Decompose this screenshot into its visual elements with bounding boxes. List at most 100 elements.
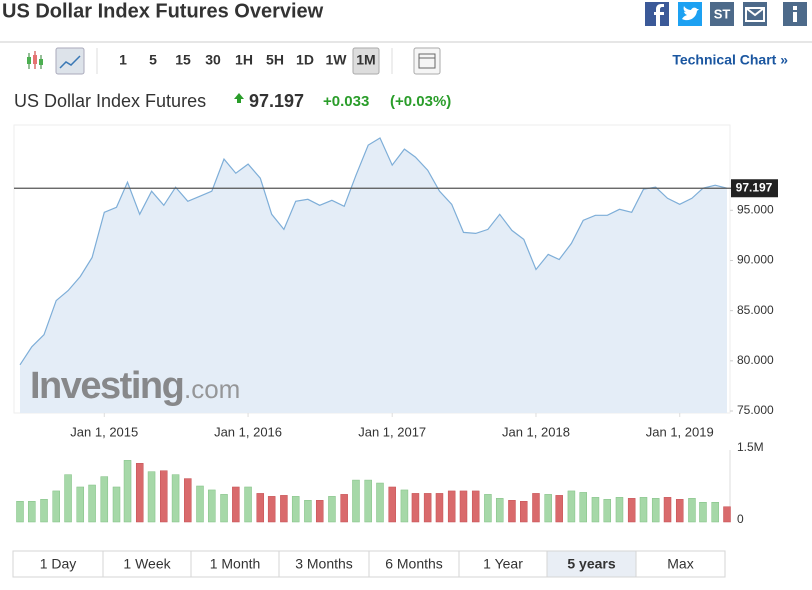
range-tab-label[interactable]: Max [667,556,693,572]
range-tab-label[interactable]: 1 Day [40,556,77,572]
volume-bar [64,474,72,523]
volume-bar [184,478,192,523]
range-tab[interactable] [546,550,637,578]
volume-bar [160,470,168,523]
volume-bar [688,498,696,523]
watermark: .com [184,374,240,404]
volume-bar [52,490,60,523]
watermark: Investing [30,365,183,407]
volume-bar [112,486,121,523]
volume-bar [196,485,204,523]
volume-bar [663,497,672,523]
volume-bar [280,495,288,523]
volume-bar [352,479,360,523]
share-icons: ST [645,2,807,26]
range-tab-label[interactable]: 6 Months [385,556,443,572]
volume-bar [555,495,563,523]
range-tab-label[interactable]: 1 Week [123,556,171,572]
interval-button[interactable]: 1D [296,52,314,68]
volume-bar [411,493,420,523]
volume-bar [603,499,612,523]
volume-bar [675,499,684,523]
interval-button[interactable]: 1M [356,52,375,68]
volume-bar [520,501,528,523]
volume-bar [435,493,444,523]
volume-bar [388,486,396,523]
volume-bar [723,506,731,523]
range-tab-label[interactable]: 1 Year [483,556,523,572]
last-price: 97.197 [249,91,304,111]
price-marker-box [731,179,778,198]
interval-button[interactable]: 1W [326,52,348,68]
volume-bar [16,501,24,523]
volume-bar [508,500,516,523]
volume-bar [423,493,432,523]
stocktwits-label: ST [714,6,731,21]
volume-bar [639,497,648,523]
volume-bar [256,493,265,523]
interval-button[interactable]: 30 [205,52,221,68]
settings-icon[interactable] [413,47,441,75]
range-tab[interactable] [458,550,548,578]
x-tick-label: Jan 1, 2017 [358,424,426,439]
volume-bar [544,494,552,523]
volume-bar [651,498,660,523]
volume-bar [40,499,48,523]
range-tabs: 1 Day 1 Week 1 Month 3 Months 6 Months 1 Year… [12,550,726,578]
volume-bar [171,474,180,523]
volume-bar [328,496,336,523]
volume-bar [532,493,540,523]
x-tick-label: Jan 1, 2016 [214,424,282,439]
y-tick-label: 90.000 [737,253,774,267]
range-tab[interactable] [278,550,370,578]
chart: 75.000 80.000 85.000 90.000 95.000 Jan 1, 201… [14,137,778,526]
volume-bar [459,490,468,523]
line-icon[interactable] [55,47,85,75]
volume-bar [304,500,312,523]
interval-button[interactable]: 5 [149,52,157,68]
candle-icon[interactable] [27,51,43,69]
volume-bar [711,502,719,523]
price-change: +0.033 [323,93,369,110]
range-tab-label[interactable]: 5 years [567,556,615,572]
volume-bar [495,498,504,523]
volume-bar [364,479,372,523]
volume-bar [100,476,109,523]
range-tab-label[interactable]: 3 Months [295,556,353,572]
interval-button[interactable]: 1H [235,52,253,68]
volume-bar [123,460,132,523]
interval-selected [352,47,380,75]
y-tick-label: 85.000 [737,303,774,317]
range-tab[interactable] [635,550,726,578]
interval-button[interactable]: 1 [119,52,127,68]
volume-bar [484,494,492,523]
volume-bar [400,489,409,523]
interval-button[interactable]: 5H [266,52,284,68]
price-area [20,138,727,413]
percent-change: (+0.03%) [390,93,451,110]
volume-bar [88,484,96,523]
range-tab[interactable] [12,550,104,578]
price-marker-label: 97.197 [736,180,773,194]
volume-bar [28,501,36,523]
range-tab[interactable] [102,550,192,578]
y-tick-label: 95.000 [737,202,774,216]
x-tick-label: Jan 1, 2015 [70,424,138,439]
volume-bar [244,486,252,523]
technical-chart-link[interactable]: Technical Chart » [672,52,788,68]
volume-bar [615,497,624,523]
y-tick-label: 75.000 [737,403,774,417]
volume-bar [135,463,144,523]
volume-bar [291,496,300,523]
volume-bar [340,494,348,523]
volume-bar [76,486,85,523]
up-arrow [234,93,244,103]
stocktwits-icon[interactable] [710,2,734,26]
range-tab-label[interactable]: 1 Month [210,556,261,572]
interval-button[interactable]: 15 [175,52,191,68]
volume-bar [208,489,216,523]
volume-bar [699,502,707,523]
instrument-name: US Dollar Index Futures [14,91,206,111]
volume-bar [220,494,228,523]
